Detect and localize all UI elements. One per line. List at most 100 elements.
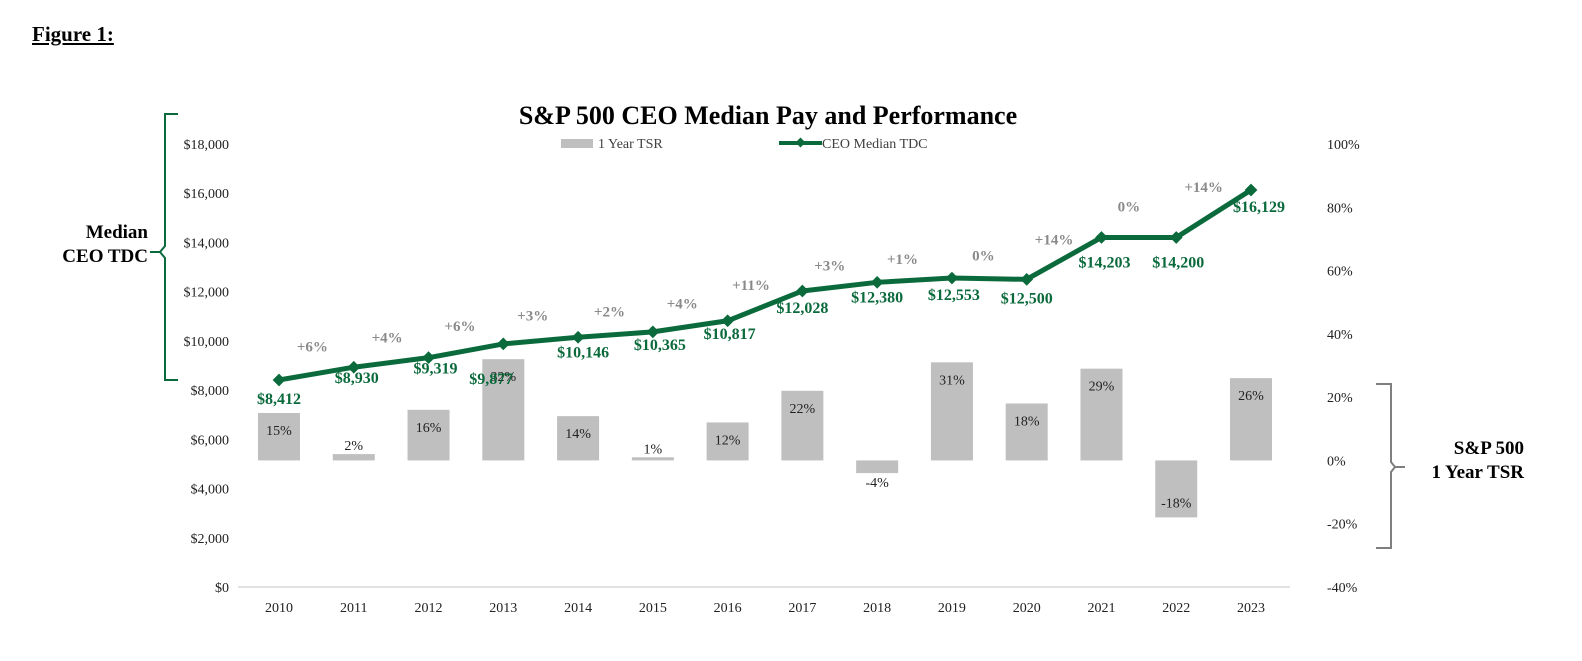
bar [258, 412, 300, 461]
bar-data-label: 29% [1089, 380, 1115, 395]
right-tick-label: 80% [1327, 201, 1353, 216]
left-tick-label: $12,000 [184, 286, 230, 301]
line-point-marker [870, 275, 884, 289]
line-change-label: +4% [372, 330, 403, 346]
bar-data-label: 32% [490, 370, 516, 385]
bar-data-label: 26% [1238, 389, 1264, 404]
chart-title: S&P 500 CEO Median Pay and Performance [519, 101, 1017, 130]
x-axis: 2010 2011 2012 2013 2014 2015 2016 2017 2018 2019… [265, 601, 1265, 616]
line-change-label: +14% [1184, 180, 1223, 196]
bar-data-label: 18% [1014, 414, 1040, 429]
line-change-label: +6% [444, 319, 475, 335]
bar-data-label: -18% [1161, 496, 1192, 511]
left-axis-label-line2: CEO TDC [62, 246, 148, 267]
left-tick-label: $0 [215, 581, 229, 596]
line-value-label: $8,930 [335, 370, 379, 387]
bar-data-label: 14% [565, 427, 591, 442]
legend-swatch-tsr [561, 139, 593, 148]
figure-label: Figure 1: [32, 22, 114, 46]
left-tick-label: $2,000 [191, 532, 230, 547]
line-change-label: +3% [814, 259, 845, 275]
bar [407, 409, 450, 461]
x-tick-label: 2016 [714, 601, 742, 616]
legend-marker-diamond-icon [795, 137, 806, 148]
line-value-label: $9,877 [469, 371, 513, 388]
x-tick-label: 2019 [938, 601, 966, 616]
right-tick-label: -40% [1327, 581, 1358, 596]
right-axis-label-line2: 1 Year TSR [1431, 462, 1524, 483]
legend: 1 Year TSR CEO Median TDC [561, 137, 928, 152]
bar [781, 390, 824, 461]
bar [930, 362, 973, 461]
x-tick-label: 2012 [415, 601, 443, 616]
x-tick-label: 2014 [564, 601, 592, 616]
left-tick-label: $18,000 [184, 138, 230, 153]
bar [1080, 368, 1123, 461]
line-value-label: $10,146 [557, 344, 609, 361]
bar [557, 416, 600, 461]
right-tick-label: 0% [1327, 454, 1346, 469]
line-point-marker [272, 373, 286, 387]
line-change-label: +1% [887, 252, 918, 268]
line-value-label: $16,129 [1233, 199, 1285, 216]
line-value-label: $9,319 [414, 361, 458, 378]
x-tick-label: 2011 [340, 601, 367, 616]
legend-label-tsr: 1 Year TSR [598, 137, 663, 152]
bar-data-label: -4% [865, 476, 889, 491]
left-tick-label: $4,000 [191, 483, 230, 498]
line-change-label: +11% [732, 278, 770, 294]
right-tick-label: 100% [1327, 138, 1360, 153]
left-tick-label: $8,000 [191, 384, 230, 399]
line-value-label: $12,028 [776, 300, 828, 317]
left-tick-label: $16,000 [184, 187, 230, 202]
bar [332, 454, 375, 461]
bar [856, 460, 899, 474]
bar [1230, 378, 1273, 461]
line-change-label: +6% [297, 340, 328, 356]
bar-data-label: 31% [939, 373, 965, 388]
left-axis: $0 $2,000 $4,000 $6,000 $8,000 $10,000 $12,000… [184, 138, 230, 596]
x-tick-label: 2020 [1013, 601, 1041, 616]
line-value-label: $10,365 [634, 337, 686, 354]
left-tick-label: $14,000 [184, 236, 230, 251]
line-point-marker [945, 271, 959, 285]
right-tick-label: -20% [1327, 518, 1358, 533]
bar [1005, 403, 1048, 461]
left-tick-label: $10,000 [184, 335, 230, 350]
bar-data-label: 12% [715, 433, 741, 448]
right-tick-label: 60% [1327, 265, 1353, 280]
data-labels: 15% 2% 16% 32% 14% 1% 12% 22% -4% 31% 18% 29% -18% 26… [257, 180, 1285, 512]
x-tick-label: 2010 [265, 601, 293, 616]
bar-data-label: 2% [344, 439, 363, 454]
right-tick-label: 40% [1327, 328, 1353, 343]
bar-series-tsr [258, 359, 1273, 518]
line-point-marker [496, 337, 510, 351]
x-tick-label: 2018 [863, 601, 891, 616]
line-change-label: 0% [1118, 199, 1141, 215]
line-value-label: $14,200 [1152, 255, 1204, 272]
line-change-label: +2% [594, 305, 625, 321]
right-tick-label: 20% [1327, 391, 1353, 406]
line-change-label: +3% [517, 309, 548, 325]
left-axis-label-line1: Median [86, 222, 149, 243]
bar [1155, 460, 1198, 518]
line-change-label: 0% [972, 249, 995, 265]
bar-data-label: 1% [644, 442, 663, 457]
right-bracket [1376, 383, 1397, 549]
tdc-line [278, 187, 1253, 383]
legend-label-tdc: CEO Median TDC [822, 137, 928, 152]
line-point-marker [422, 351, 435, 365]
bar-data-label: 22% [790, 402, 816, 417]
bar [706, 422, 749, 461]
left-bracket [158, 113, 178, 381]
line-point-marker [347, 360, 361, 374]
x-tick-label: 2022 [1162, 601, 1190, 616]
bar-data-label: 15% [266, 424, 292, 439]
left-tick-label: $6,000 [191, 433, 230, 448]
bar-data-label: 16% [416, 421, 442, 436]
x-tick-label: 2017 [788, 601, 816, 616]
line-value-label: $12,380 [851, 289, 903, 306]
right-axis: -40% -20% 0% 20% 40% 60% 80% 100% [1327, 138, 1360, 596]
line-point-marker [571, 330, 585, 344]
